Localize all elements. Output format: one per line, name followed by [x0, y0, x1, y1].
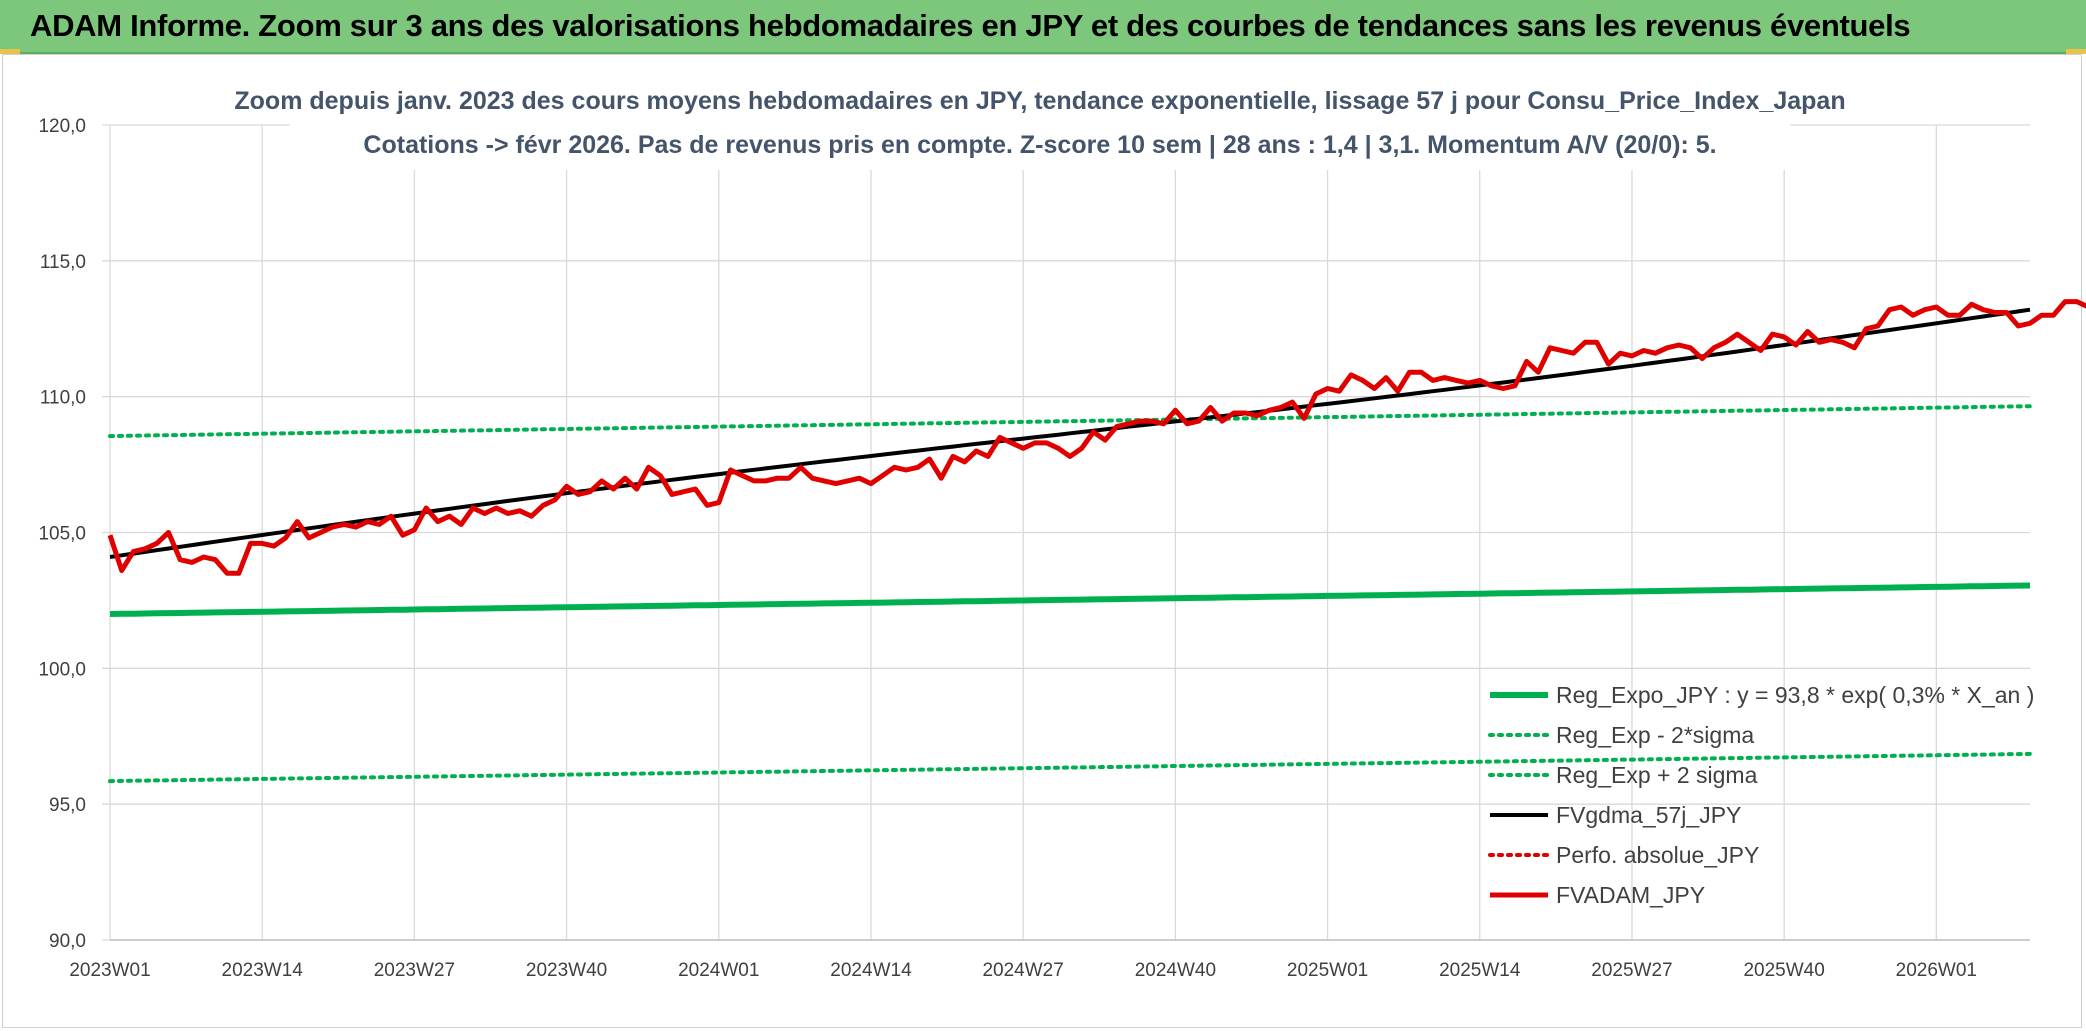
y-tick-label: 105,0: [38, 524, 86, 545]
legend-label: FVgdma_57j_JPY: [1556, 802, 1741, 828]
series-line-1: [108, 751, 2032, 784]
legend-label: Reg_Expo_JPY : y = 93,8 * exp( 0,3% * X_…: [1556, 682, 2034, 708]
legend-label: FVADAM_JPY: [1556, 882, 1705, 908]
chart-frame: [2, 54, 2082, 1028]
x-tick-label: 2025W40: [1743, 960, 1824, 981]
y-tick-label: 90,0: [49, 931, 86, 952]
y-tick-label: 100,0: [38, 659, 86, 680]
x-tick-label: 2024W27: [982, 960, 1063, 981]
chart-title-background: [290, 78, 1790, 170]
legend-label: Reg_Exp - 2*sigma: [1556, 722, 1754, 748]
legend: Reg_Expo_JPY : y = 93,8 * exp( 0,3% * X_…: [1488, 682, 2034, 908]
y-tick-label: 120,0: [38, 116, 86, 137]
x-tick-label: 2023W14: [222, 960, 304, 981]
chart-title-line-2: Cotations -> févr 2026. Pas de revenus p…: [363, 131, 1716, 159]
corner-mark-right: [2066, 49, 2086, 54]
x-tick-label: 2023W01: [69, 960, 150, 981]
series-line-2: [108, 404, 2032, 439]
x-tick-label: 2025W27: [1591, 960, 1672, 981]
x-axis-ticks: 2023W01 2023W14 2023W27 2023W40 2024W01 2024W…: [69, 960, 1977, 981]
x-tick-label: 2026W01: [1896, 960, 1977, 981]
series-lines: [107, 299, 2086, 784]
x-tick-label: 2023W27: [374, 960, 455, 981]
x-tick-label: 2025W01: [1287, 960, 1368, 981]
corner-mark-left: [0, 49, 20, 54]
legend-label: Reg_Exp + 2 sigma: [1556, 762, 1758, 788]
chart-title-line-1: Zoom depuis janv. 2023 des cours moyens …: [234, 87, 1845, 115]
y-axis-ticks: 90,0 95,0 100,0 105,0 110,0 115,0 120,0: [38, 116, 86, 952]
legend-label: Perfo. absolue_JPY: [1556, 842, 1759, 868]
report-title: ADAM Informe. Zoom sur 3 ans des valoris…: [30, 8, 1911, 43]
series-line-0: [109, 582, 2031, 617]
y-tick-label: 115,0: [40, 252, 86, 273]
x-tick-label: 2023W40: [526, 960, 607, 981]
x-tick-label: 2024W01: [678, 960, 759, 981]
series-line-5: [107, 299, 2086, 576]
y-tick-label: 110,0: [40, 388, 86, 409]
y-tick-label: 95,0: [49, 795, 86, 816]
x-tick-label: 2024W14: [830, 960, 912, 981]
report-banner: ADAM Informe. Zoom sur 3 ans des valoris…: [0, 0, 2086, 54]
x-tick-label: 2024W40: [1135, 960, 1216, 981]
x-tick-label: 2025W14: [1439, 960, 1521, 981]
